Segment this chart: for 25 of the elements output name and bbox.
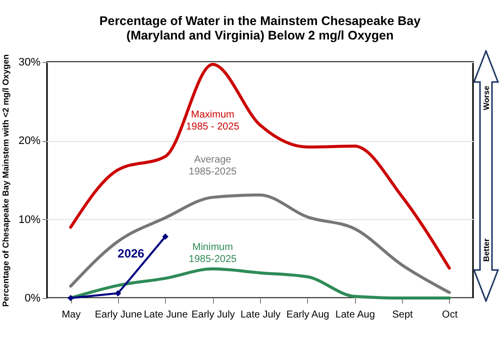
- y-tick-label: 20%: [18, 135, 41, 148]
- point: [68, 294, 74, 302]
- y-tick-label: 0%: [24, 292, 41, 304]
- series-label: Maximum 1985 - 2025: [186, 109, 240, 132]
- point: [162, 233, 168, 240]
- x-tick-label: Late July: [240, 310, 281, 320]
- x-tick-label: May: [62, 310, 81, 320]
- line-series: [69, 62, 451, 270]
- x-tick-label: Late June: [144, 310, 188, 320]
- x-tick-label: Early June: [94, 310, 143, 320]
- double-headed-arrow: Worse Better: [472, 50, 500, 302]
- chart-title: Percentage of Water in the Mainstem Chesapeake Bay (Maryland and Virginia) Below 2 mg/l Oxygen: [99, 14, 421, 42]
- y-tick-label: 30%: [18, 56, 41, 68]
- x-tick-label: Early July: [191, 310, 235, 320]
- x-tick-label: Late Aug: [335, 310, 375, 320]
- line-series: [69, 193, 451, 294]
- series-label: 2026: [118, 246, 145, 260]
- series-label: Minimum 1985-2025: [188, 242, 238, 265]
- y-tick-label: 10%: [18, 214, 41, 226]
- x-tick-label: Sept: [392, 310, 414, 320]
- series-label: Average 1985-2025: [188, 154, 238, 178]
- y-axis-title: Percentage of Chesapeake Bay Mainstem with <2 mg/l Oxygen: [0, 54, 10, 307]
- x-tick-label: Oct: [442, 310, 458, 320]
- x-tick-label: Early Aug: [286, 310, 330, 320]
- point: [114, 290, 122, 296]
